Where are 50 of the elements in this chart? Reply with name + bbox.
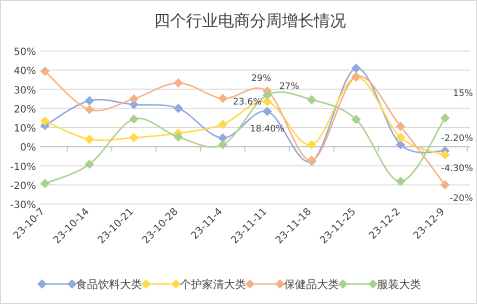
- point: [84, 160, 94, 169]
- y-tick-label: 40%: [14, 66, 36, 78]
- y-tick-label: 10%: [14, 124, 36, 134]
- point: [84, 105, 94, 114]
- point: [218, 120, 228, 129]
- point: [40, 66, 50, 76]
- y-tick-label: -20%: [10, 180, 36, 192]
- data-label: -2.20%: [441, 134, 474, 144]
- point: [218, 140, 228, 150]
- point: [396, 140, 406, 150]
- data-label: 29%: [251, 74, 272, 84]
- legend-label: 服装大类: [377, 278, 421, 291]
- point: [262, 106, 272, 116]
- point: [262, 90, 272, 100]
- point: [396, 176, 406, 186]
- chart-title: 四个行业电商分周增长情况: [154, 11, 346, 30]
- point: [307, 140, 316, 150]
- y-tick-label: 30%: [14, 85, 36, 96]
- point: [84, 96, 94, 106]
- point: [352, 114, 361, 124]
- point: [174, 104, 183, 113]
- point: [440, 150, 450, 160]
- point: [396, 132, 406, 142]
- point: [129, 114, 138, 124]
- y-tick-label: 50%: [14, 47, 36, 58]
- legend-label: 个护家清大类: [180, 278, 246, 291]
- point: [440, 180, 450, 190]
- data-label: -20%: [450, 194, 474, 204]
- point: [174, 132, 183, 142]
- point: [352, 64, 361, 73]
- y-tick-label: -30%: [10, 200, 36, 211]
- point: [129, 133, 138, 142]
- data-label: 15%: [452, 88, 474, 99]
- point: [40, 179, 50, 188]
- legend-label: 保健品大类: [284, 278, 339, 291]
- point: [440, 113, 450, 122]
- point: [40, 116, 50, 126]
- point: [174, 78, 183, 88]
- legend-label: 食品饮料大类: [76, 278, 142, 291]
- y-tick-label: 20%: [14, 104, 36, 116]
- data-label: 27%: [279, 82, 300, 92]
- point: [84, 134, 94, 144]
- point: [129, 94, 138, 104]
- y-tick-label: 0%: [20, 142, 36, 154]
- point: [396, 122, 406, 131]
- point: [307, 95, 316, 104]
- data-label: 18.40%: [250, 124, 285, 134]
- data-label: -4.30%: [441, 164, 474, 174]
- point: [218, 94, 228, 103]
- y-tick-label: -10%: [10, 162, 36, 173]
